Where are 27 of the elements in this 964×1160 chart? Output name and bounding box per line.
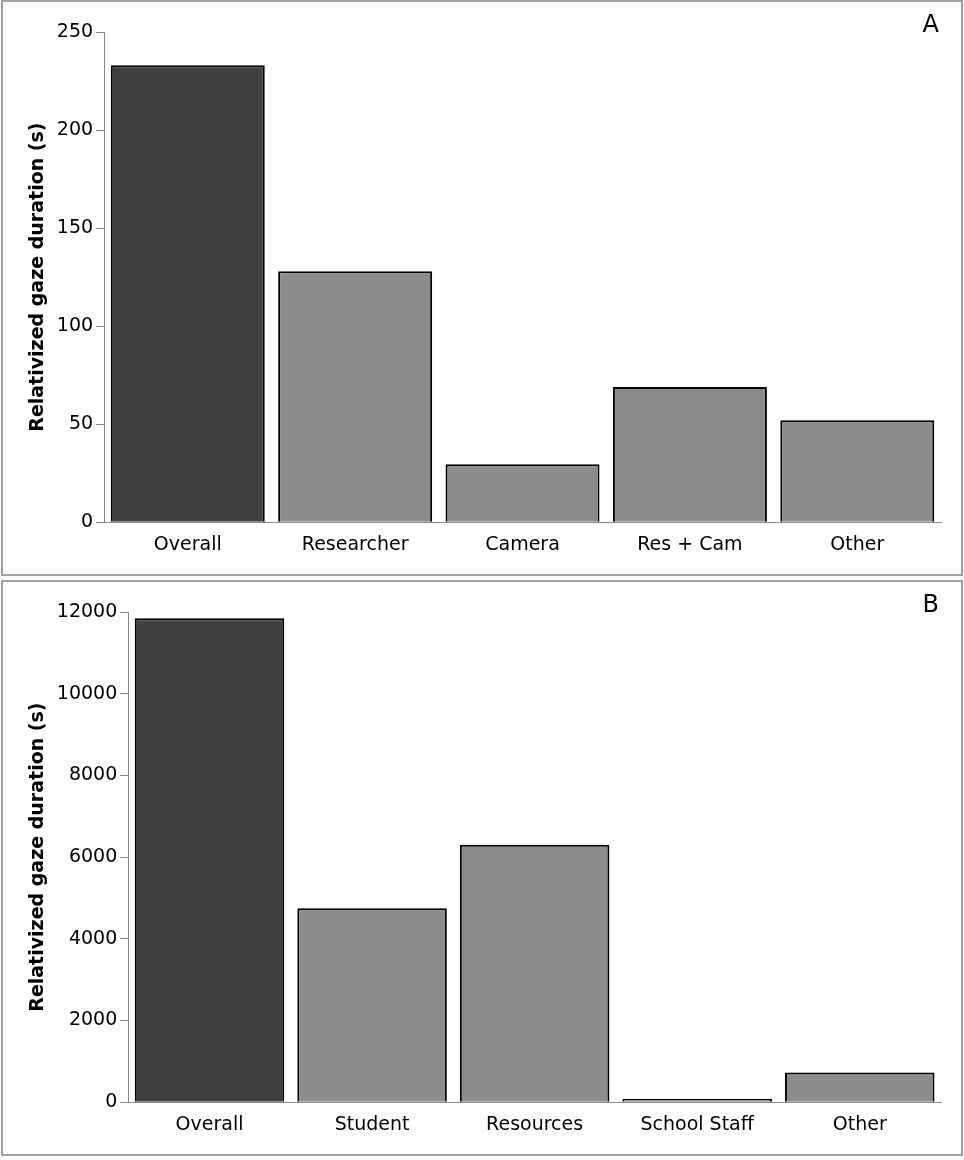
x-tick-label: Other [830, 531, 885, 554]
x-tick-label: Overall [153, 531, 222, 554]
y-tick-label: 6000 [68, 844, 118, 867]
annotation: B [922, 590, 939, 619]
y-tick-label: 200 [56, 116, 94, 139]
annotation: A [922, 10, 940, 39]
y-tick-label: 250 [56, 18, 94, 41]
y-axis-title: Relativized gaze duration (s) [25, 122, 48, 432]
x-tick-label: School Staff [640, 1111, 755, 1134]
y-tick-label: 4000 [68, 925, 118, 948]
x-tick-label: Other [832, 1111, 887, 1134]
y-tick-label: 2000 [68, 1007, 118, 1030]
y-tick-label: 0 [80, 509, 94, 532]
x-tick-label: Student [334, 1111, 410, 1134]
y-tick-label: 12000 [56, 598, 118, 621]
x-tick-label: Resources [486, 1111, 584, 1134]
x-tick-label: Res + Cam [637, 531, 743, 554]
y-axis-title: Relativized gaze duration (s) [25, 702, 48, 1012]
y-tick-label: 150 [56, 215, 94, 238]
y-tick-label: 8000 [68, 762, 118, 785]
x-tick-label: Camera [485, 531, 560, 554]
y-tick-label: 0 [105, 1089, 118, 1112]
x-tick-label: Overall [175, 1111, 244, 1134]
x-tick-label: Researcher [301, 531, 409, 554]
y-tick-label: 50 [68, 411, 94, 434]
y-tick-label: 10000 [56, 680, 118, 703]
y-tick-label: 100 [56, 313, 94, 336]
